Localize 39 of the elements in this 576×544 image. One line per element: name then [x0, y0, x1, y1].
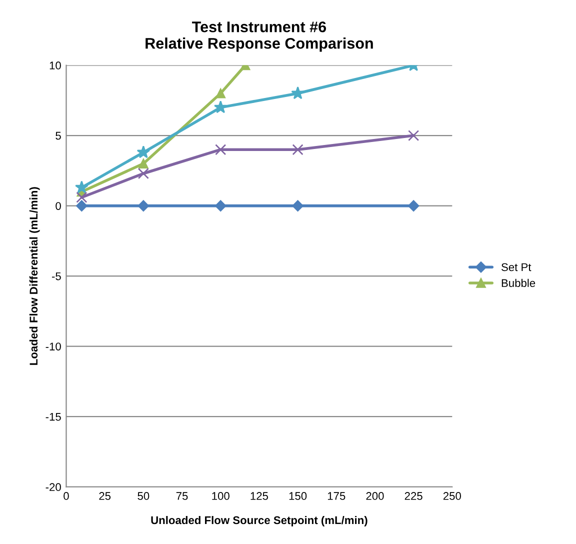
point	[138, 168, 149, 180]
point	[215, 144, 226, 156]
point	[75, 180, 88, 194]
y-tick-label: 0	[56, 202, 61, 210]
x-tick-label: 0	[64, 492, 69, 500]
point	[292, 200, 304, 212]
y-tick-label: -20	[46, 483, 61, 492]
y-tick-label: -10	[46, 342, 61, 350]
x-tick-label: 225	[404, 492, 422, 500]
x-tick-label: 175	[328, 492, 346, 500]
x-tick-label: 125	[250, 492, 268, 500]
point	[76, 192, 88, 203]
x-tick-label: 75	[176, 492, 188, 500]
point	[408, 200, 420, 212]
point	[76, 200, 88, 212]
x-tick-label: 200	[366, 492, 384, 500]
point	[214, 100, 228, 114]
x-tick-label: 150	[289, 492, 307, 500]
y-tick-label: -15	[46, 412, 61, 421]
point	[291, 86, 304, 100]
y-tick-label: 10	[50, 62, 61, 70]
legend-label: Set Pt	[501, 263, 532, 272]
x-tick-label: 100	[212, 492, 230, 500]
point	[138, 158, 148, 169]
chart-title: Test Instrument #6 Relative Response Comparison	[146, 21, 373, 52]
y-tick-label: 5	[56, 132, 61, 140]
point	[216, 88, 226, 98]
y-tick-label: -5	[52, 272, 61, 280]
x-tick-label: 50	[138, 492, 150, 500]
point	[138, 200, 150, 212]
x-axis-title: Unloaded Flow Source Setpoint (mL/min)	[151, 516, 368, 526]
point	[215, 200, 226, 212]
point	[408, 130, 420, 142]
y-axis-title: Loaded Flow Differential (mL/min)	[29, 187, 40, 365]
x-tick-label: 250	[443, 492, 461, 500]
point	[136, 145, 150, 158]
x-tick-label: 25	[99, 492, 111, 500]
point	[292, 144, 304, 156]
legend-label: Bubble	[502, 278, 536, 288]
